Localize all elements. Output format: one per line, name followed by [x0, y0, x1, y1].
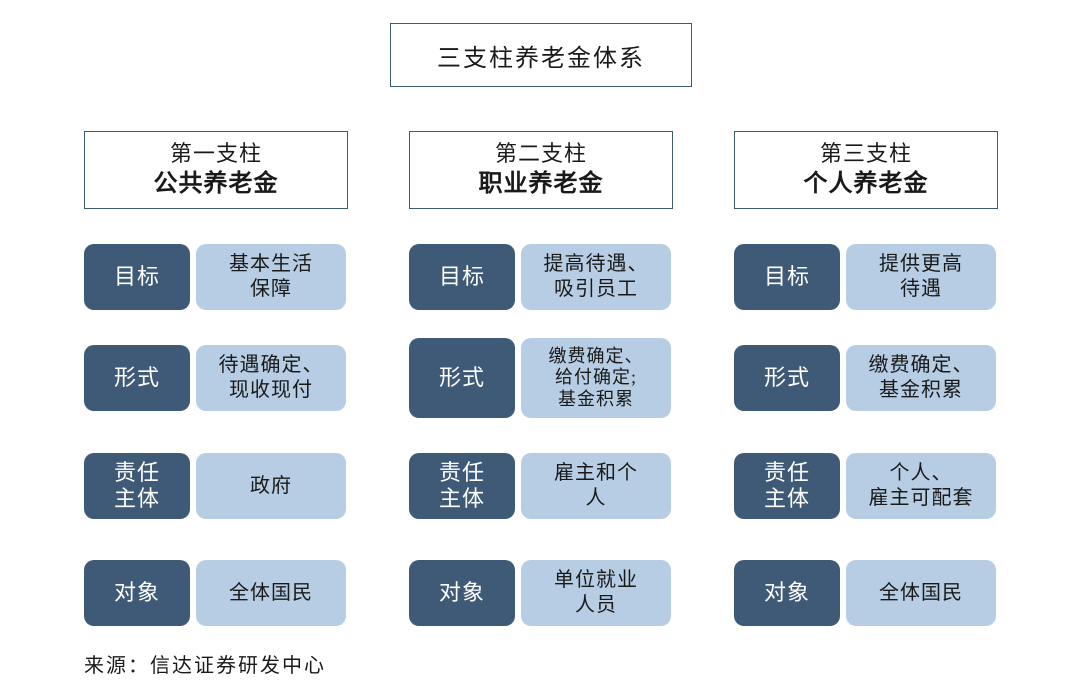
- attribute-label: 对象: [409, 560, 515, 626]
- pillar-header: 第一支柱公共养老金: [84, 131, 348, 209]
- pillar-header: 第三支柱个人养老金: [734, 131, 998, 209]
- attribute-label: 责任主体: [84, 453, 190, 519]
- attribute-row: 目标基本生活保障: [84, 244, 346, 310]
- attribute-value: 提供更高待遇: [846, 244, 996, 310]
- attribute-row: 形式待遇确定、现收现付: [84, 345, 346, 411]
- attribute-value: 基本生活保障: [196, 244, 346, 310]
- attribute-row: 对象全体国民: [84, 560, 346, 626]
- attribute-value: 提高待遇、吸引员工: [521, 244, 671, 310]
- attribute-row: 形式缴费确定、给付确定;基金积累: [409, 338, 671, 418]
- attribute-row: 责任主体政府: [84, 453, 346, 519]
- attribute-row: 目标提高待遇、吸引员工: [409, 244, 671, 310]
- attribute-label: 形式: [84, 345, 190, 411]
- attribute-value: 全体国民: [846, 560, 996, 626]
- attribute-row: 对象全体国民: [734, 560, 996, 626]
- pillar-subtitle: 第三支柱: [820, 140, 912, 169]
- attribute-label: 目标: [734, 244, 840, 310]
- pillar-title: 个人养老金: [804, 169, 929, 200]
- attribute-value: 缴费确定、基金积累: [846, 345, 996, 411]
- attribute-value: 全体国民: [196, 560, 346, 626]
- attribute-label: 形式: [734, 345, 840, 411]
- attribute-row: 目标提供更高待遇: [734, 244, 996, 310]
- root-title-box: 三支柱养老金体系: [390, 23, 692, 87]
- attribute-row: 责任主体雇主和个人: [409, 453, 671, 519]
- attribute-label: 对象: [84, 560, 190, 626]
- attribute-label: 责任主体: [409, 453, 515, 519]
- attribute-row: 对象单位就业人员: [409, 560, 671, 626]
- pillar-header: 第二支柱职业养老金: [409, 131, 673, 209]
- attribute-value: 雇主和个人: [521, 453, 671, 519]
- attribute-row: 责任主体个人、雇主可配套: [734, 453, 996, 519]
- attribute-row: 形式缴费确定、基金积累: [734, 345, 996, 411]
- attribute-label: 形式: [409, 338, 515, 418]
- attribute-value: 个人、雇主可配套: [846, 453, 996, 519]
- pillar-title: 公共养老金: [154, 169, 279, 200]
- pillar-subtitle: 第二支柱: [495, 140, 587, 169]
- attribute-value: 缴费确定、给付确定;基金积累: [521, 338, 671, 418]
- attribute-value: 政府: [196, 453, 346, 519]
- pillar-subtitle: 第一支柱: [170, 140, 262, 169]
- pillar-title: 职业养老金: [479, 169, 604, 200]
- attribute-value: 单位就业人员: [521, 560, 671, 626]
- attribute-label: 责任主体: [734, 453, 840, 519]
- attribute-label: 目标: [409, 244, 515, 310]
- attribute-label: 对象: [734, 560, 840, 626]
- source-text: 来源：信达证券研发中心: [84, 649, 326, 678]
- attribute-value: 待遇确定、现收现付: [196, 345, 346, 411]
- attribute-label: 目标: [84, 244, 190, 310]
